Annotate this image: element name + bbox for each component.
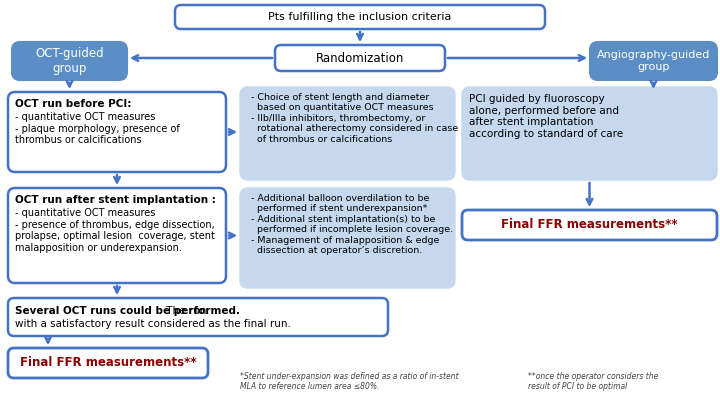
Text: *Stent under-expansion was defined as a ratio of in-stent
MLA to reference lumen: *Stent under-expansion was defined as a … <box>240 372 459 391</box>
Text: PCI guided by fluoroscopy
alone, performed before and
after stent implantation
a: PCI guided by fluoroscopy alone, perform… <box>469 94 623 139</box>
Text: - Choice of stent length and diameter
    based on quantitative OCT measures
  -: - Choice of stent length and diameter ba… <box>245 93 458 144</box>
Text: OCT run after stent implantation :: OCT run after stent implantation : <box>15 195 216 205</box>
FancyBboxPatch shape <box>240 87 455 180</box>
FancyBboxPatch shape <box>175 5 545 29</box>
FancyBboxPatch shape <box>462 210 717 240</box>
FancyBboxPatch shape <box>8 188 226 283</box>
FancyBboxPatch shape <box>590 42 717 80</box>
Text: OCT-guided
group: OCT-guided group <box>35 47 104 75</box>
Text: Final FFR measurements**: Final FFR measurements** <box>501 219 678 232</box>
FancyBboxPatch shape <box>12 42 127 80</box>
Text: Randomization: Randomization <box>316 51 404 64</box>
FancyBboxPatch shape <box>462 87 717 180</box>
FancyBboxPatch shape <box>8 348 208 378</box>
Text: - quantitative OCT measures
- presence of thrombus, edge dissection,
prolapse, o: - quantitative OCT measures - presence o… <box>15 208 215 253</box>
Text: Several OCT runs could be performed.: Several OCT runs could be performed. <box>15 306 240 316</box>
Text: with a satisfactory result considered as the final run.: with a satisfactory result considered as… <box>15 319 291 329</box>
Text: Angiography-guided
group: Angiography-guided group <box>597 50 710 72</box>
Text: The run: The run <box>163 306 206 316</box>
Text: - quantitative OCT measures
- plaque morphology, presence of
thrombus or calcifi: - quantitative OCT measures - plaque mor… <box>15 112 180 145</box>
FancyBboxPatch shape <box>8 298 388 336</box>
Text: - Additional balloon overdilation to be
    performed if stent underexpansion*
 : - Additional balloon overdilation to be … <box>245 194 453 255</box>
FancyBboxPatch shape <box>240 188 455 288</box>
Text: Final FFR measurements**: Final FFR measurements** <box>19 356 197 369</box>
FancyBboxPatch shape <box>275 45 445 71</box>
Text: OCT run before PCI:: OCT run before PCI: <box>15 99 131 109</box>
FancyBboxPatch shape <box>8 92 226 172</box>
Text: **once the operator considers the
result of PCI to be optimal: **once the operator considers the result… <box>528 372 658 391</box>
Text: Pts fulfilling the inclusion criteria: Pts fulfilling the inclusion criteria <box>269 12 451 22</box>
